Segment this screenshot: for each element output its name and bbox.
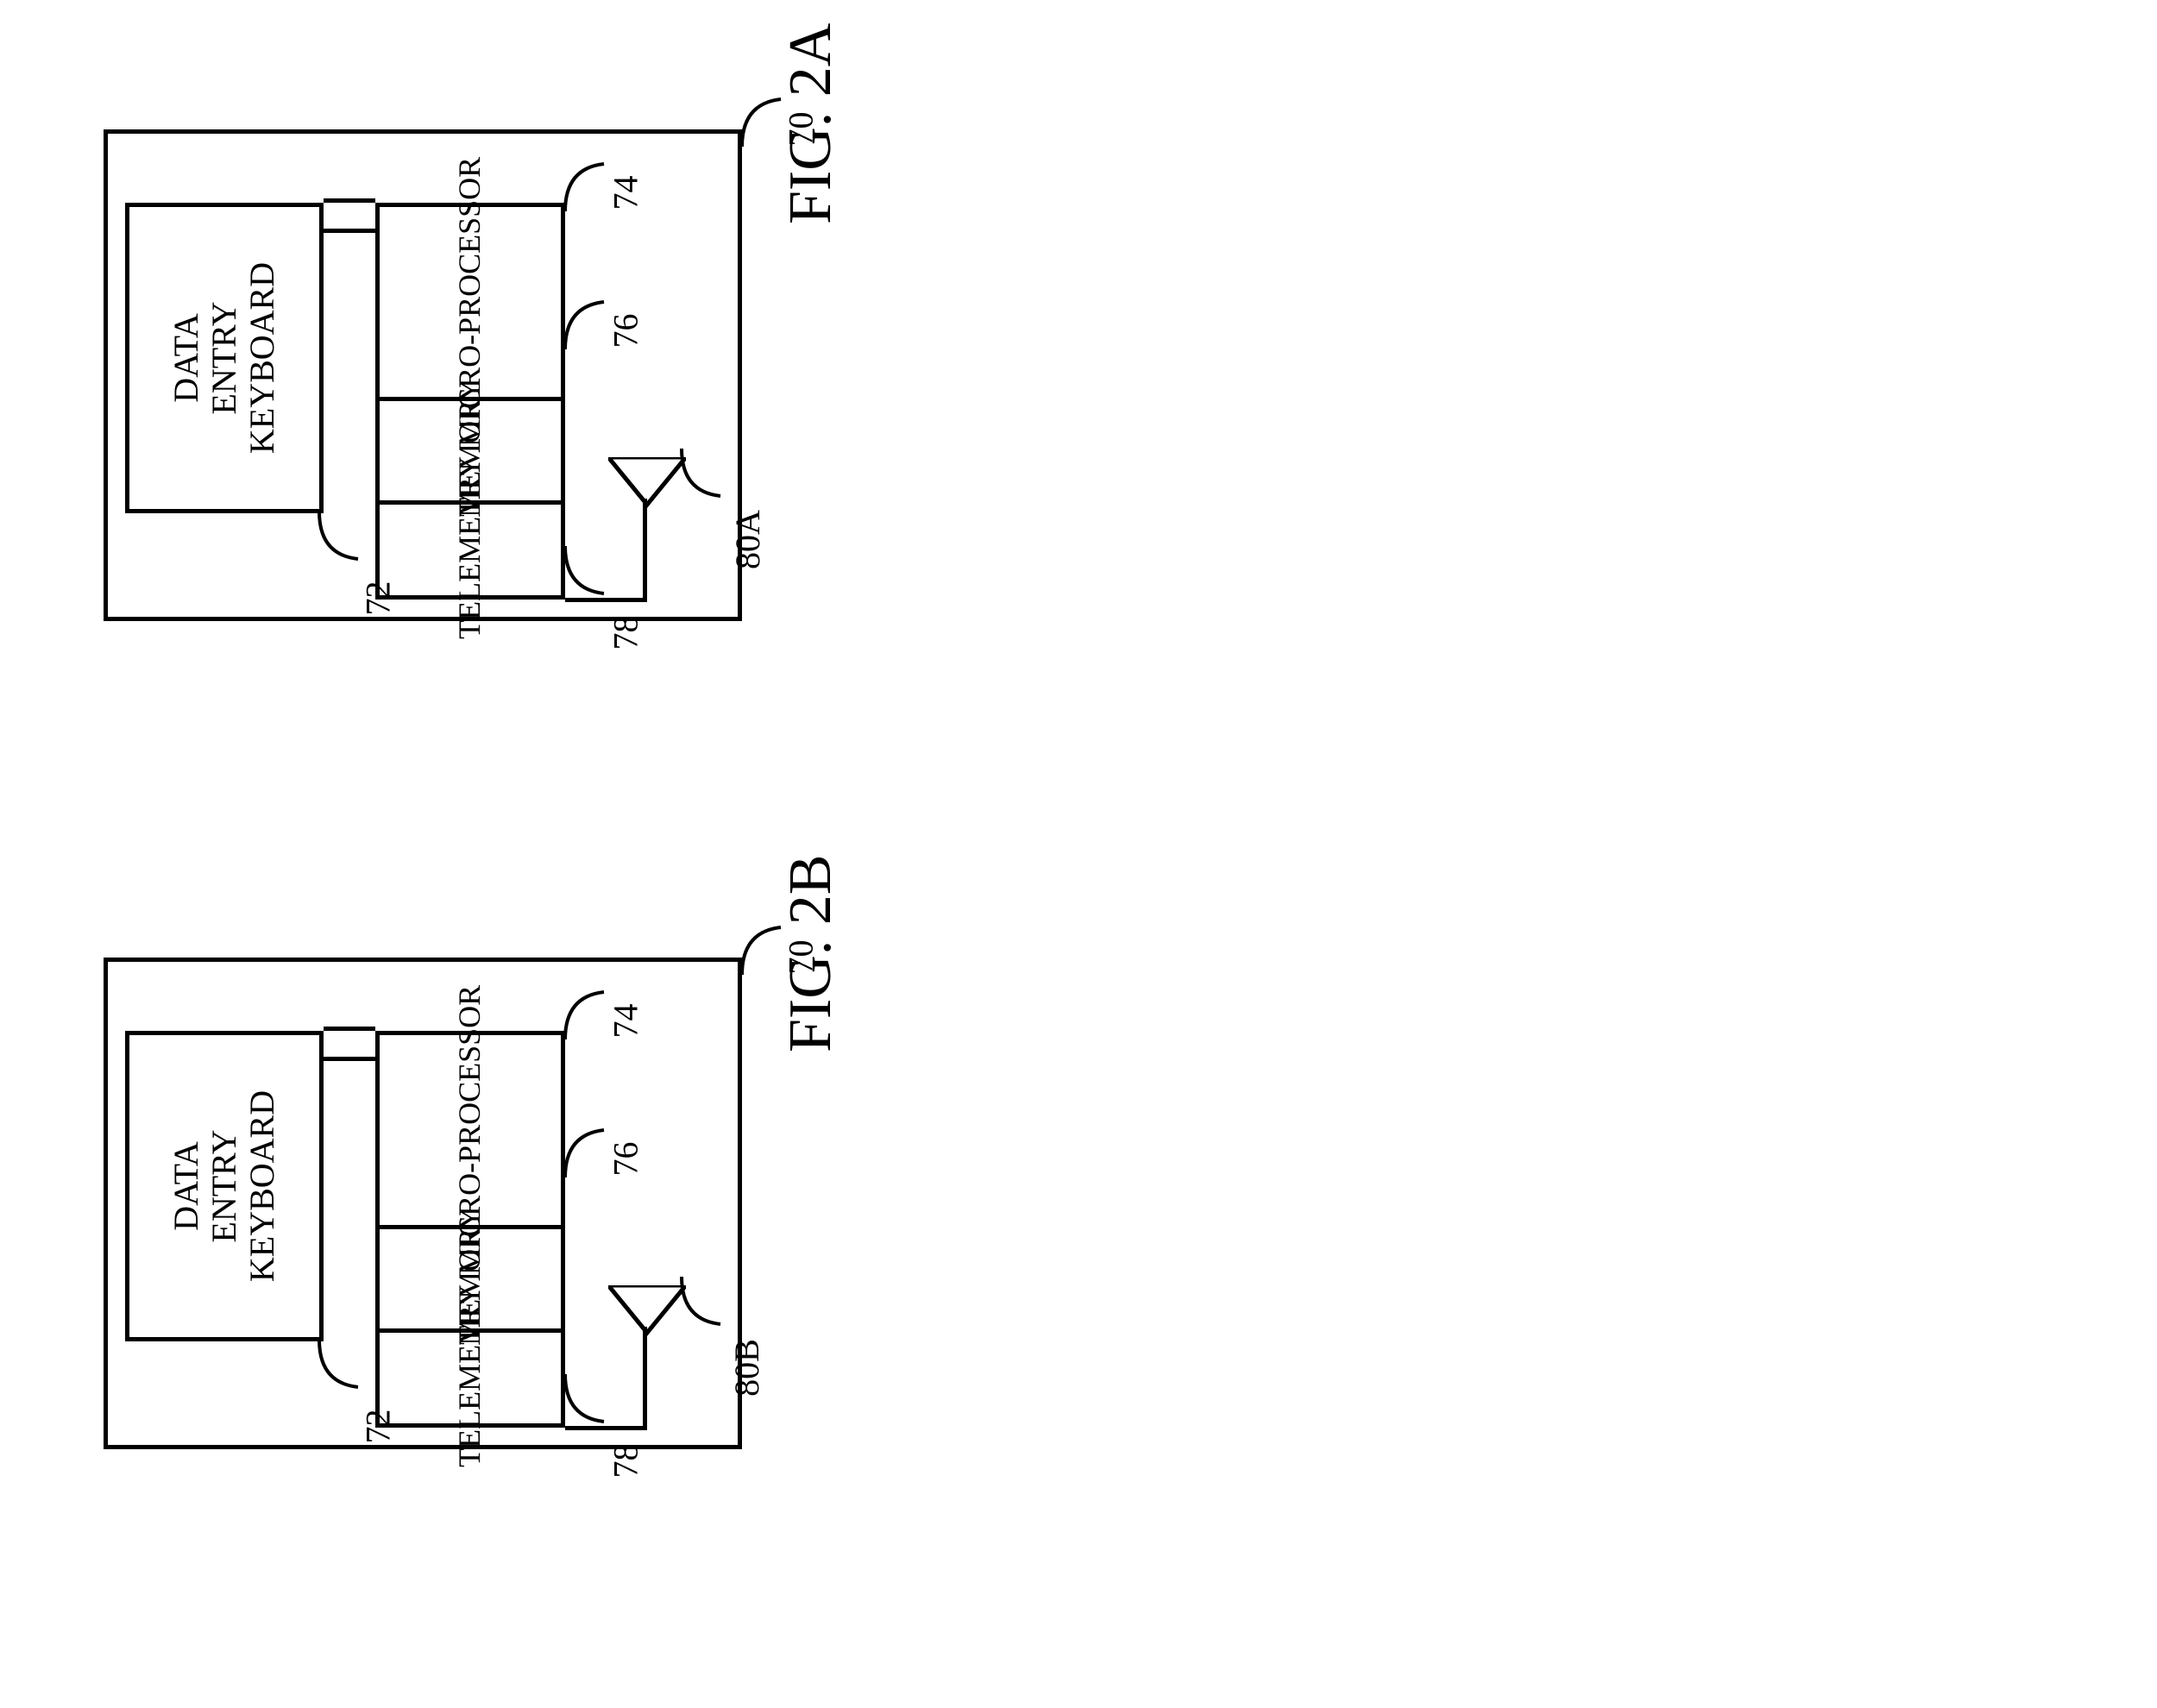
lead-80a [673, 444, 733, 513]
figure-caption: FIG. 2B [777, 855, 846, 1052]
telemetry-cell: TELEMETRY [380, 1328, 561, 1423]
ref-72: 72 [358, 1410, 399, 1444]
figure-2b: DATA ENTRY KEYBOARD MICRO-PROCESSOR MEMO… [104, 906, 966, 1527]
ref-72: 72 [358, 581, 399, 616]
ref-78: 78 [606, 1444, 646, 1479]
connector-line [324, 1027, 375, 1061]
processor-cell: MICRO-PROCESSOR [380, 207, 561, 397]
ref-76: 76 [606, 314, 646, 349]
outer-box: DATA ENTRY KEYBOARD MICRO-PROCESSOR MEMO… [104, 958, 742, 1449]
keyboard-label: DATA ENTRY KEYBOARD [167, 262, 281, 454]
ref-76: 76 [606, 1142, 646, 1177]
ref-78: 78 [606, 616, 646, 650]
ref-80a: 80A [727, 510, 768, 569]
outer-box: DATA ENTRY KEYBOARD MICRO-PROCESSOR MEMO… [104, 129, 742, 621]
telemetry-label: TELEMETRY [454, 456, 487, 639]
figure-2a: DATA ENTRY KEYBOARD MICRO-PROCESSOR MEMO… [104, 78, 966, 699]
lead-72 [311, 1335, 371, 1404]
lead-72 [311, 507, 371, 576]
keyboard-block: DATA ENTRY KEYBOARD [125, 1031, 324, 1341]
lead-78 [557, 1370, 617, 1439]
connector-line [324, 198, 375, 233]
stack-block: MICRO-PROCESSOR MEMORY TELEMETRY [375, 1031, 565, 1428]
stack-block: MICRO-PROCESSOR MEMORY TELEMETRY [375, 203, 565, 600]
telemetry-label: TELEMETRY [454, 1284, 487, 1467]
processor-cell: MICRO-PROCESSOR [380, 1035, 561, 1225]
ref-80b: 80B [726, 1339, 767, 1397]
figure-caption: FIG. 2A [777, 23, 846, 224]
ref-74: 74 [606, 176, 646, 210]
ref-74: 74 [606, 1004, 646, 1039]
lead-80b [673, 1272, 733, 1341]
telemetry-cell: TELEMETRY [380, 500, 561, 595]
lead-78 [557, 542, 617, 611]
keyboard-block: DATA ENTRY KEYBOARD [125, 203, 324, 513]
keyboard-label: DATA ENTRY KEYBOARD [167, 1090, 281, 1282]
